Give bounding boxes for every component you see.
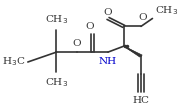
Text: NH: NH: [99, 57, 117, 66]
Text: H$_3$C: H$_3$C: [2, 56, 25, 68]
Text: CH$_3$: CH$_3$: [45, 14, 68, 26]
Text: O: O: [85, 22, 94, 31]
Polygon shape: [124, 46, 142, 57]
Text: HC: HC: [132, 96, 149, 105]
Text: O: O: [104, 7, 112, 16]
Text: CH$_3$: CH$_3$: [155, 4, 178, 16]
Text: O: O: [138, 13, 147, 22]
Text: CH$_3$: CH$_3$: [45, 76, 68, 89]
Text: O: O: [72, 39, 81, 48]
